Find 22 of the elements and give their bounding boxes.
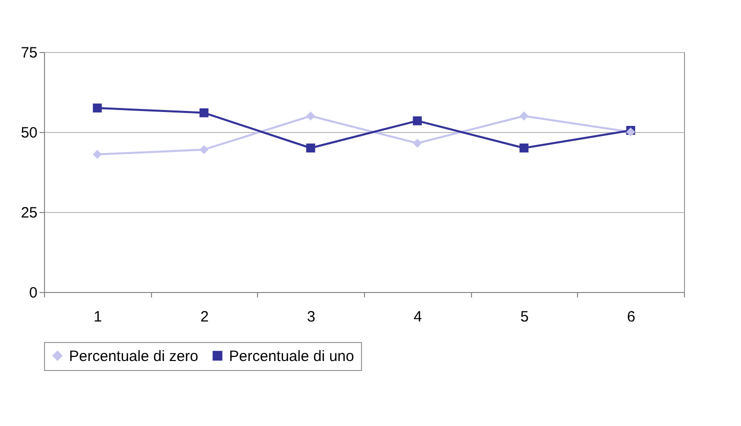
x-tick-label: 4: [414, 308, 422, 326]
y-tick-label: 50: [20, 124, 38, 142]
x-tick-label: 3: [306, 308, 316, 326]
legend-label: Percentuale di zero: [69, 348, 198, 365]
point: [520, 144, 528, 152]
y-tick-label: 75: [20, 44, 38, 62]
legend-label: Percentuale di uno: [229, 348, 354, 365]
x-tick-label: 5: [520, 308, 529, 326]
point: [306, 112, 316, 120]
point: [412, 138, 422, 148]
x-tick-label: 6: [626, 308, 636, 326]
point: [92, 104, 102, 112]
point: [92, 150, 102, 159]
x-tick-label: 2: [200, 308, 209, 326]
point: [200, 108, 208, 118]
x-tick-label: 1: [94, 308, 102, 326]
point: [412, 116, 422, 126]
y-tick-label: 0: [29, 284, 38, 302]
point: [306, 144, 316, 152]
y-tick-label: 25: [20, 204, 38, 222]
point: [520, 112, 528, 120]
point: [200, 145, 208, 154]
